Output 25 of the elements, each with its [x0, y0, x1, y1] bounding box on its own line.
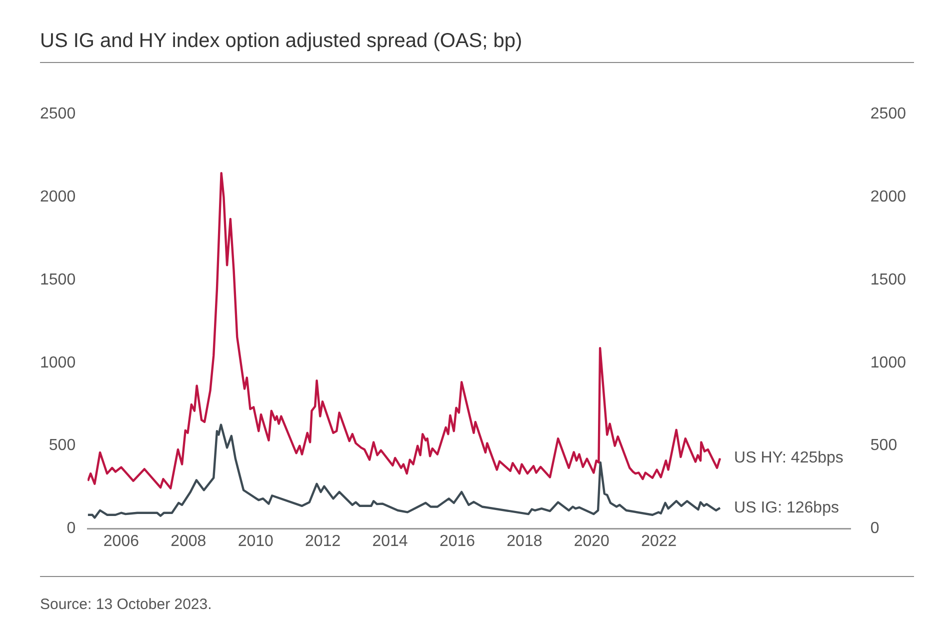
x-tick-label: 2016	[439, 532, 476, 550]
y2-tick-label: 1000	[870, 354, 906, 372]
x-tick-label: 2014	[372, 532, 408, 550]
x-tick-label: 2010	[238, 532, 274, 550]
y2-tick-label: 1500	[870, 271, 906, 288]
y-tick-label: 2500	[40, 105, 76, 122]
source-note: Source: 13 October 2023.	[40, 596, 212, 613]
y-tick-label: 2000	[40, 188, 76, 206]
x-tick-label: 2020	[574, 532, 610, 550]
y-tick-label: 0	[66, 520, 76, 538]
x-tick-label: 2008	[170, 532, 206, 550]
annotation: US HY: 425bps	[734, 450, 844, 467]
x-tick-label: 2006	[103, 532, 140, 550]
y2-tick-label: 0	[870, 520, 880, 538]
y2-tick-label: 2000	[870, 188, 906, 206]
x-tick-label: 2012	[305, 532, 341, 550]
x-tick-label: 2018	[506, 532, 542, 550]
y-tick-label: 1500	[40, 271, 76, 288]
y-tick-label: 500	[48, 437, 76, 454]
y-tick-label: 1000	[40, 354, 76, 372]
y2-tick-label: 500	[870, 437, 898, 454]
chart-title: US IG and HY index option adjusted spread (OAS; bp)	[40, 30, 522, 53]
annotation: US IG: 126bps	[734, 499, 839, 516]
x-tick-label: 2022	[641, 532, 677, 550]
y2-tick-label: 2500	[870, 105, 906, 122]
